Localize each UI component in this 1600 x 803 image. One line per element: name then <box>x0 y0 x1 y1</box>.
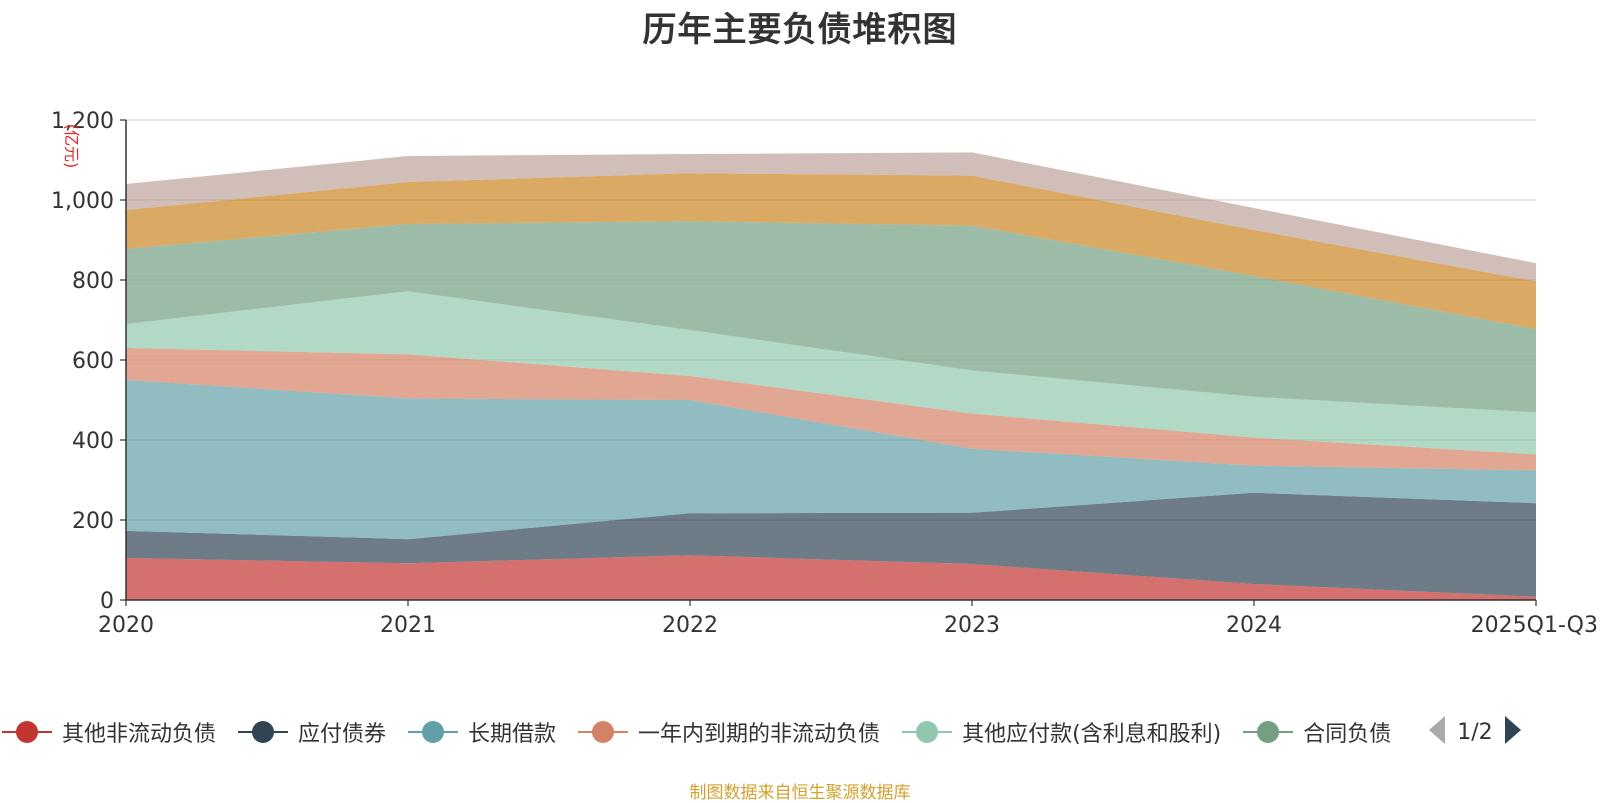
legend-label: 合同负债 <box>1303 722 1392 747</box>
legend-label: 一年内到期的非流动负债 <box>638 722 881 747</box>
y-tick-label: 800 <box>72 269 114 294</box>
legend-marker-icon <box>578 721 629 743</box>
area-series-7 <box>126 173 1536 330</box>
legend-marker-icon <box>1243 721 1294 743</box>
stacked-areas <box>126 152 1536 600</box>
legend-prev-page-icon[interactable] <box>1427 715 1447 749</box>
area-series-3 <box>126 380 1536 540</box>
x-tick-label: 2022 <box>662 613 718 638</box>
legend-marker-icon <box>238 721 289 743</box>
area-series-6 <box>126 221 1536 413</box>
axes: 0 200 400 600 800 1,000 1,200 2020 2021 2022 2023 2… <box>51 109 1598 638</box>
legend: 其他非流动负债 应付债券 长期借款 一年内到期的非流动负债 其他应付款(含利息和股利) 合… <box>0 712 1600 752</box>
legend-marker-icon <box>408 721 459 743</box>
area-series-8 <box>126 152 1536 282</box>
y-axis-label: (亿元) <box>62 124 81 169</box>
chart-title: 历年主要负债堆积图 <box>642 10 958 50</box>
legend-item-series-1[interactable]: 其他非流动负债 <box>2 716 216 748</box>
chart-canvas: 0 200 400 600 800 1,000 1,200 2020 2021 2022 2023 2… <box>51 109 1598 638</box>
legend-item-series-6[interactable]: 合同负债 <box>1243 716 1391 748</box>
legend-page-indicator: 1/2 <box>1457 719 1493 745</box>
legend-label: 其他应付款(含利息和股利) <box>962 722 1222 747</box>
legend-marker-icon <box>2 721 52 743</box>
area-series-1 <box>126 555 1536 600</box>
x-tick-label: 2025Q1-Q3 <box>1471 613 1598 638</box>
y-tick-label: 400 <box>72 429 114 454</box>
data-source-note: 制图数据来自恒生聚源数据库 <box>689 783 911 803</box>
x-tick-label: 2020 <box>98 613 154 638</box>
legend-item-series-4[interactable]: 一年内到期的非流动负债 <box>578 716 880 748</box>
y-tick-label: 200 <box>72 509 114 534</box>
x-tick-label: 2024 <box>1226 613 1282 638</box>
x-tick-label: 2023 <box>944 613 1000 638</box>
legend-label: 长期借款 <box>468 722 557 747</box>
legend-item-series-3[interactable]: 长期借款 <box>408 716 556 748</box>
legend-item-series-2[interactable]: 应付债券 <box>238 716 386 748</box>
legend-label: 其他非流动负债 <box>62 722 217 747</box>
legend-next-page-icon[interactable] <box>1503 715 1523 749</box>
area-series-2 <box>126 492 1536 597</box>
legend-pager: 1/2 <box>1427 715 1522 749</box>
y-tick-label: 600 <box>72 349 114 374</box>
y-tick-label: 1,000 <box>51 189 114 214</box>
legend-label: 应付债券 <box>298 722 387 747</box>
area-series-4 <box>126 348 1536 471</box>
y-tick-label: 0 <box>100 589 114 614</box>
legend-item-series-5[interactable]: 其他应付款(含利息和股利) <box>902 716 1221 748</box>
legend-marker-icon <box>902 721 953 743</box>
area-series-5 <box>126 291 1536 455</box>
y-tick-label: 1,200 <box>51 109 114 134</box>
x-tick-label: 2021 <box>380 613 436 638</box>
